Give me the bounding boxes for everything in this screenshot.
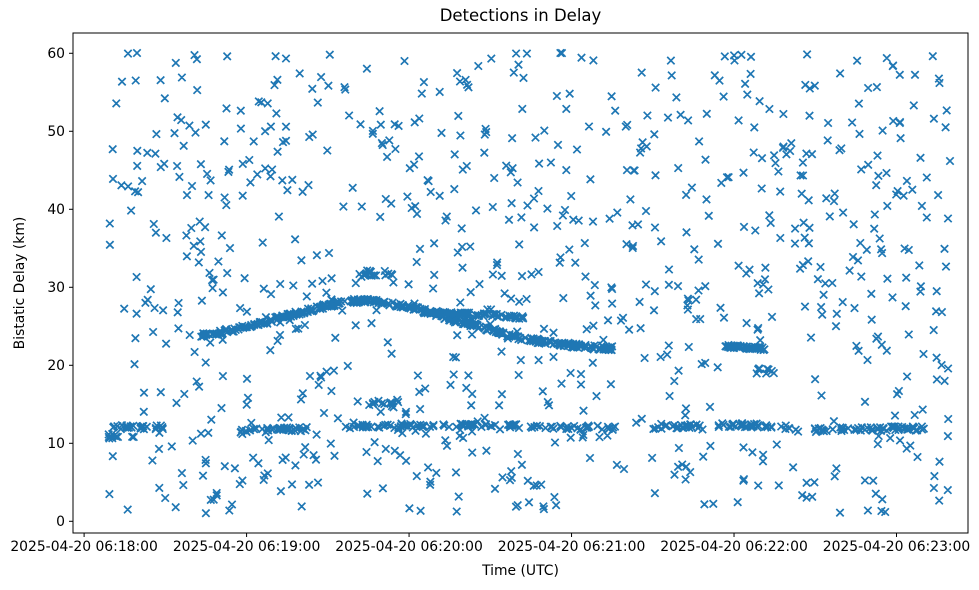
svg-text:0: 0 [56,514,65,530]
series-cluster-15km [353,396,403,412]
svg-text:20: 20 [47,358,65,374]
svg-text:2025-04-20 06:20:00: 2025-04-20 06:20:00 [335,539,483,555]
series-cluster-31km [357,266,397,282]
chart-title: Detections in Delay [439,6,602,25]
svg-text:50: 50 [47,124,65,140]
svg-text:2025-04-20 06:22:00: 2025-04-20 06:22:00 [660,539,808,555]
series-cluster-19km [753,364,779,378]
series-cluster-11km-left [104,429,139,443]
plot-markers-group [104,48,955,518]
x-axis-label: Time (UTC) [482,563,559,579]
y-axis-label: Bistatic Delay (km) [12,216,28,350]
svg-text:2025-04-20 06:21:00: 2025-04-20 06:21:00 [498,539,646,555]
svg-text:60: 60 [47,46,65,62]
svg-text:2025-04-20 06:18:00: 2025-04-20 06:18:00 [10,539,158,555]
svg-text:10: 10 [47,436,65,452]
svg-text:2025-04-20 06:19:00: 2025-04-20 06:19:00 [173,539,321,555]
svg-text:2025-04-20 06:23:00: 2025-04-20 06:23:00 [823,539,971,555]
series-clutter-band-12km [108,418,929,437]
series-noise [105,48,955,518]
svg-text:40: 40 [47,202,65,218]
series-target-track-short-22km [721,340,769,355]
plot-axes-group: 2025-04-20 06:18:00 2025-04-20 06:19:00 20… [10,32,971,555]
series-target-track-upper-branch [421,306,528,324]
series-target-track-main-arc [196,294,617,355]
svg-text:30: 30 [47,280,65,296]
